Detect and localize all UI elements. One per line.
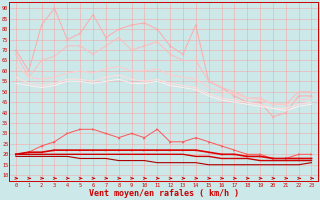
X-axis label: Vent moyen/en rafales ( km/h ): Vent moyen/en rafales ( km/h ) xyxy=(89,189,239,198)
